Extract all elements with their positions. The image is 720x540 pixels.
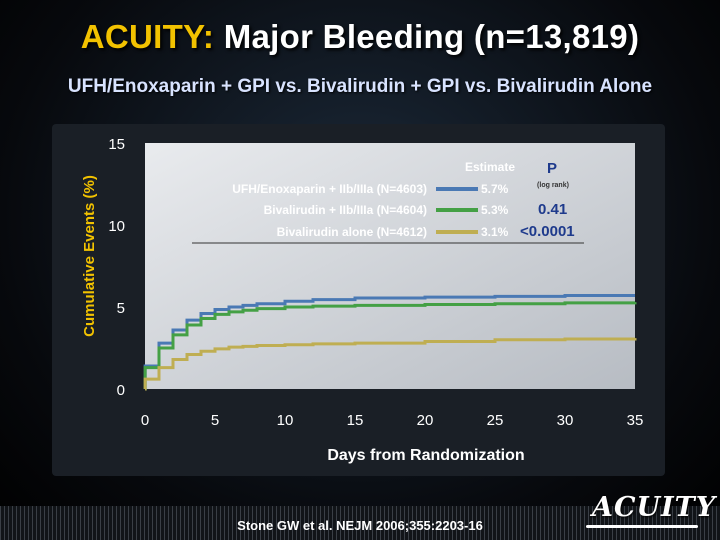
slide-subtitle: UFH/Enoxaparin + GPI vs. Bivalirudin + G… xyxy=(67,76,653,97)
x-axis-label: Days from Randomization xyxy=(327,447,524,464)
y-tick-label: 5 xyxy=(117,300,125,317)
x-tick-label: 0 xyxy=(141,412,149,429)
title-prefix: ACUITY: xyxy=(80,18,215,55)
x-tick-label: 10 xyxy=(277,412,294,429)
slide-title: ACUITY: Major Bleeding (n=13,819) xyxy=(0,18,720,56)
series-line-2 xyxy=(143,301,637,391)
legend-series-name: UFH/Enoxaparin + IIb/IIIa (N=4603) xyxy=(232,182,427,196)
legend-estimate-header: Estimate xyxy=(465,160,515,174)
chart-frame: 0 5 10 15 0 5 10 15 20 25 30 35 Cumulative Events (%… xyxy=(52,124,665,476)
legend-estimate: 5.7% xyxy=(481,182,509,196)
citation: Stone GW et al. NEJM 2006;355:2203-16 xyxy=(237,518,483,533)
legend-series-name: Bivalirudin alone (N=4612) xyxy=(277,225,427,239)
y-tick-label: 15 xyxy=(108,136,125,153)
y-axis-label: Cumulative Events (%) xyxy=(81,175,98,337)
p-value: 0.41 xyxy=(538,201,567,218)
legend-p-header: P xyxy=(547,160,557,177)
y-tick-label: 0 xyxy=(117,382,125,399)
legend-series-name: Bivalirudin + IIb/IIIa (N=4604) xyxy=(264,203,427,217)
x-tick-label: 35 xyxy=(627,412,644,429)
x-tick-label: 15 xyxy=(347,412,364,429)
series-line-3 xyxy=(143,337,637,391)
plot-area xyxy=(145,143,635,389)
footer-bar xyxy=(0,506,720,540)
acuity-logo: ACUITY xyxy=(592,492,716,523)
legend-estimate: 5.3% xyxy=(481,203,509,217)
legend-estimate: 3.1% xyxy=(481,225,509,239)
km-chart: 0 5 10 15 0 5 10 15 20 25 30 35 Cumulative Events (%… xyxy=(81,136,644,464)
x-tick-label: 25 xyxy=(487,412,504,429)
x-tick-label: 5 xyxy=(211,412,219,429)
y-tick-label: 10 xyxy=(108,218,125,235)
x-tick-label: 20 xyxy=(417,412,434,429)
x-tick-label: 30 xyxy=(557,412,574,429)
legend-p-sub: (log rank) xyxy=(537,182,569,189)
logo-swoosh xyxy=(586,525,698,528)
title-rest: Major Bleeding (n=13,819) xyxy=(223,18,640,55)
p-value: <0.0001 xyxy=(520,223,575,240)
